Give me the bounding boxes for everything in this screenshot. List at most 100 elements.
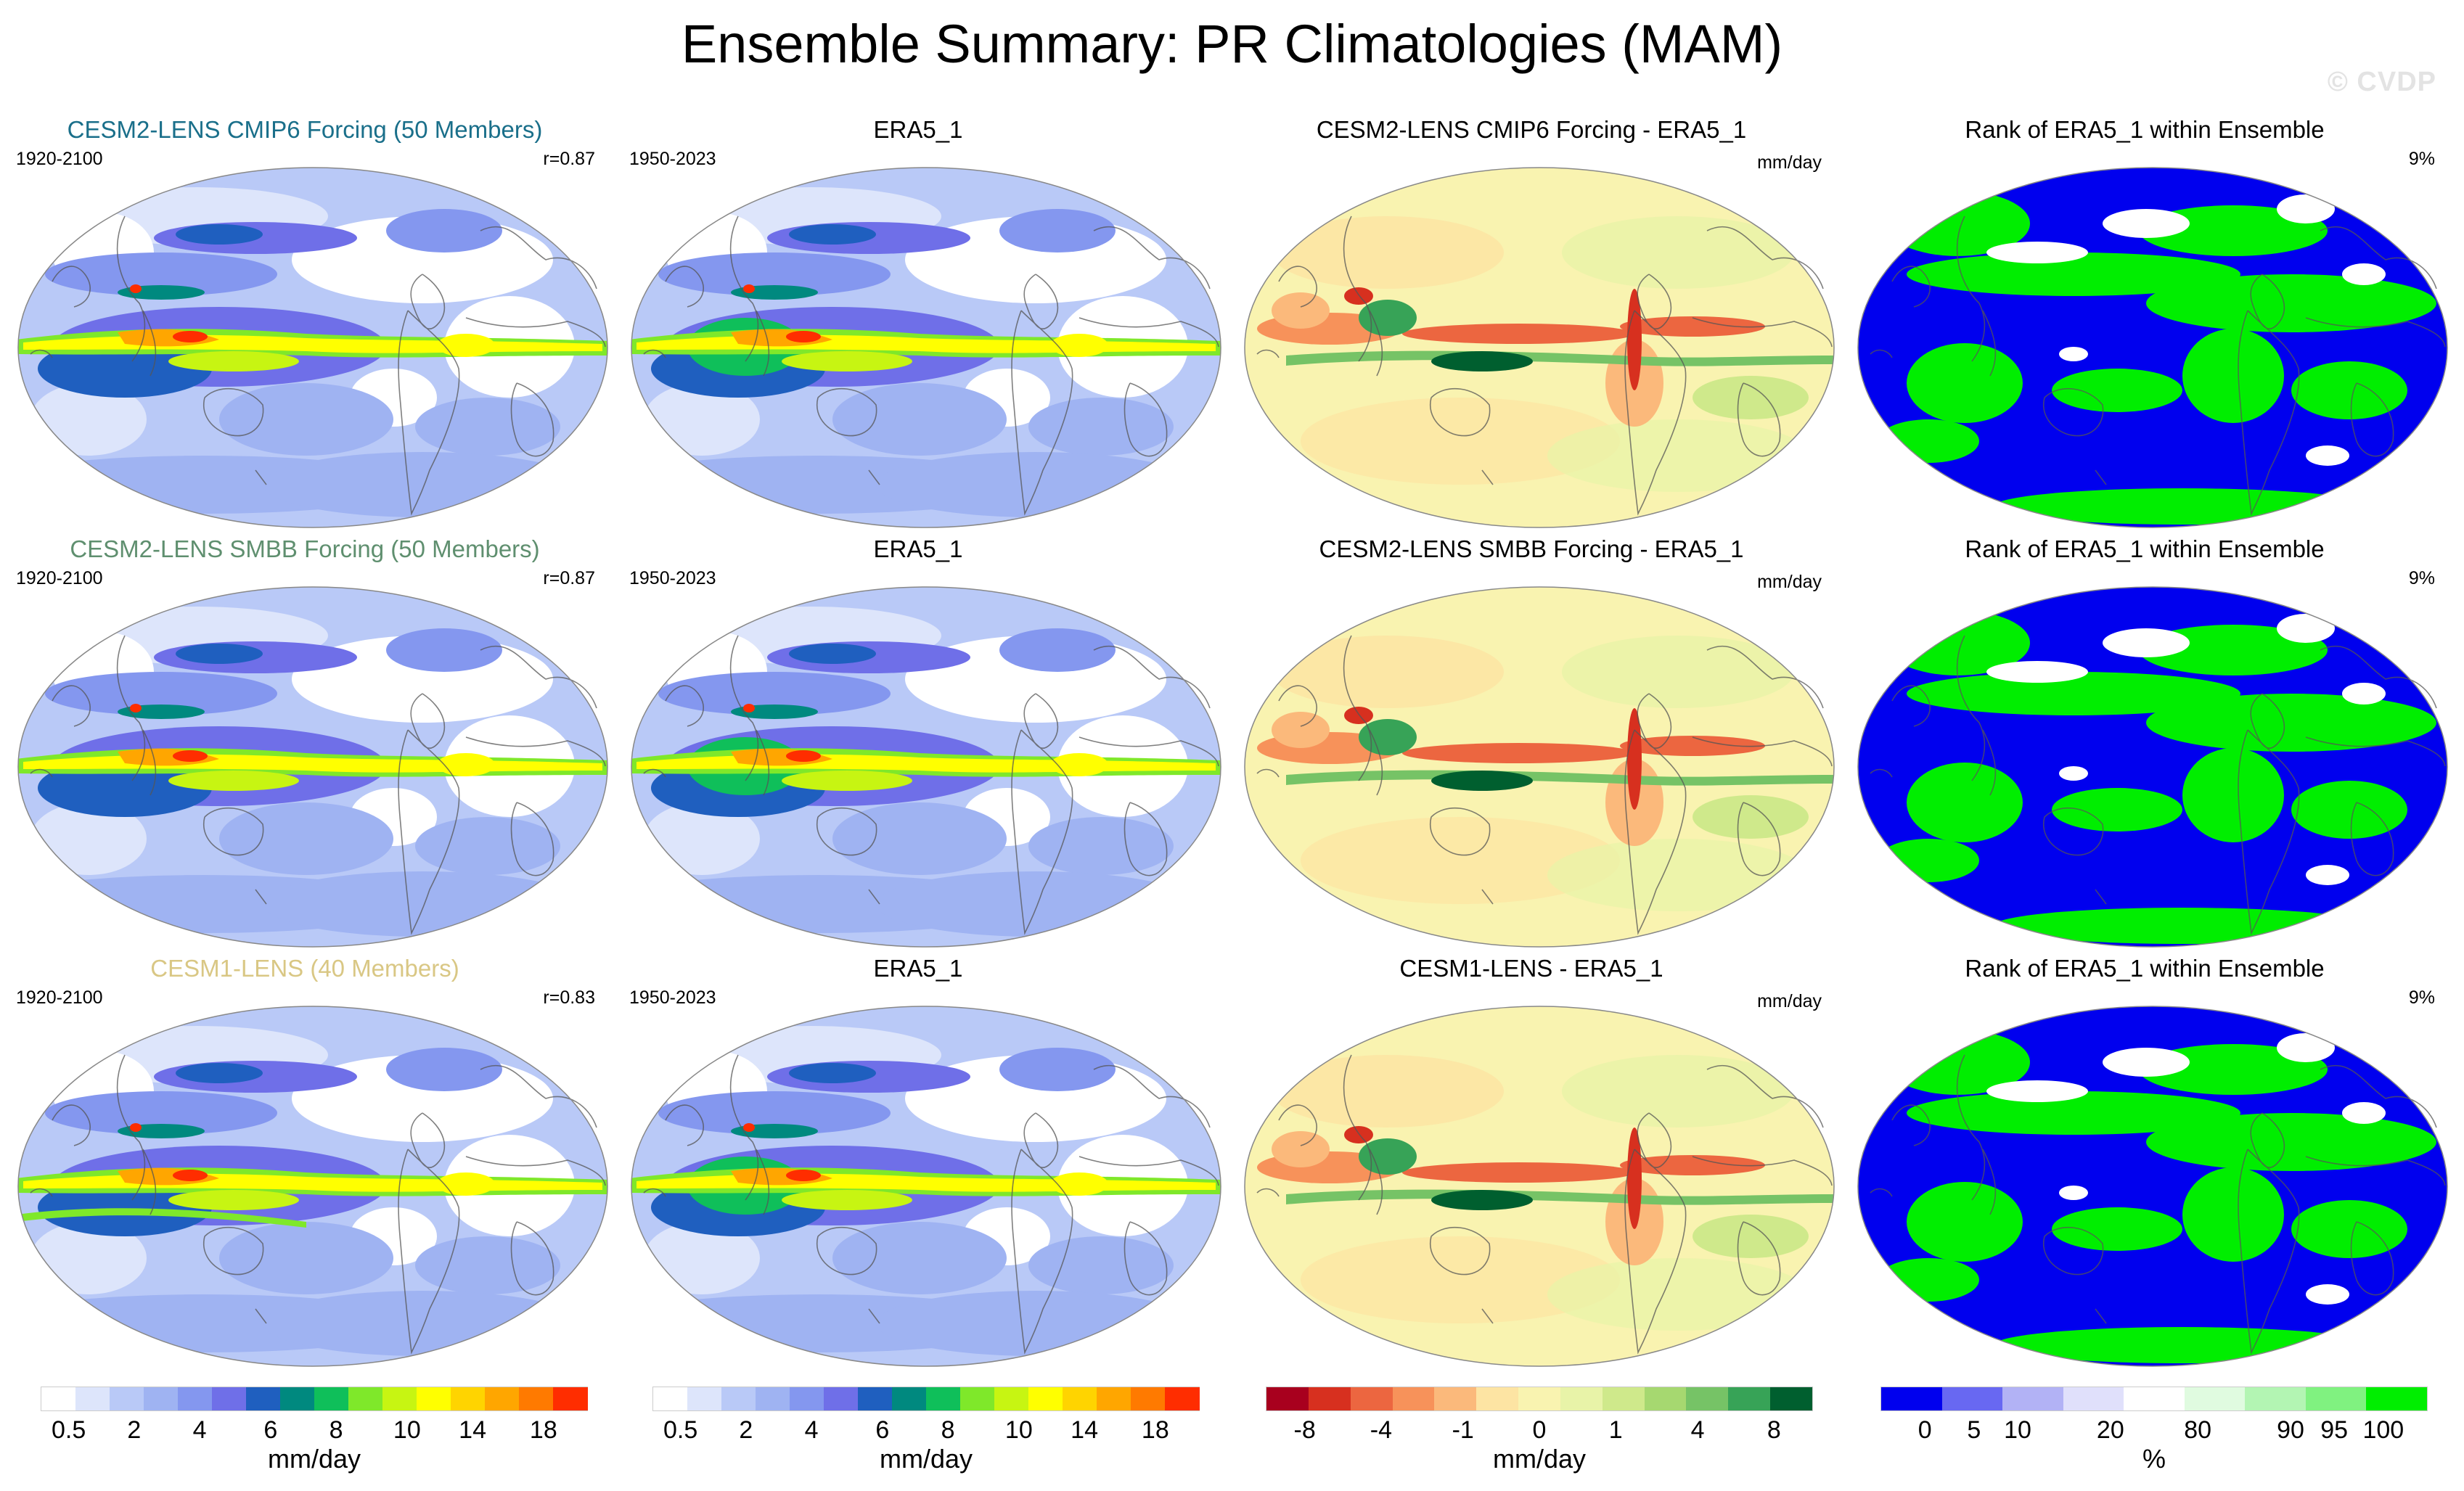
field-blob xyxy=(1907,252,2240,296)
field-blob xyxy=(2342,263,2386,285)
panel-title: CESM1-LENS - ERA5_1 xyxy=(1399,955,1663,982)
field-blob xyxy=(1562,216,1794,289)
colorbar-box xyxy=(41,1387,76,1410)
field-blob xyxy=(130,1123,142,1132)
field-blob xyxy=(1028,398,1174,456)
field-blob xyxy=(2052,1207,2182,1251)
colorbar-tick-label: 0 xyxy=(1532,1416,1547,1444)
field-blob xyxy=(415,817,560,875)
field-blob xyxy=(1986,1080,2088,1102)
field-blob xyxy=(1272,712,1330,748)
field-blob xyxy=(437,334,495,357)
map-outline xyxy=(1244,586,1835,948)
field-blob xyxy=(999,1048,1116,1091)
field-blob xyxy=(2052,369,2182,412)
field-blob xyxy=(2291,361,2407,419)
colorbar-box xyxy=(1063,1387,1097,1410)
map-outline xyxy=(17,167,608,528)
colorbar-tick-label: 10 xyxy=(2004,1416,2031,1444)
map-panel-diff: CESM2-LENS SMBB Forcing - ERA5_1 mm/day xyxy=(1227,528,1836,949)
field-blob xyxy=(2342,1102,2386,1124)
colorbar-tick-label: 10 xyxy=(393,1416,421,1444)
main-title: Ensemble Summary: PR Climatologies (MAM) xyxy=(681,14,1783,74)
coastlines xyxy=(1256,635,1833,935)
field-blob xyxy=(782,351,912,371)
map-outline xyxy=(17,1006,608,1367)
map-panel-obs: ERA5_1 1950-2023 xyxy=(613,948,1223,1368)
colorbar-tick-label: 0 xyxy=(1917,1416,1932,1444)
field-blob xyxy=(1050,334,1108,357)
map-panel-model: CESM2-LENS CMIP6 Forcing (50 Members) 192… xyxy=(0,109,610,530)
field-blob xyxy=(1402,1162,1634,1183)
colorbar-box xyxy=(178,1387,213,1410)
colorbar-tick-label: 4 xyxy=(804,1416,819,1444)
colorbar-tick-label: 95 xyxy=(2320,1416,2349,1444)
colorbar-box xyxy=(687,1387,722,1410)
map-obs xyxy=(631,1006,1221,1367)
field-blob xyxy=(2306,1284,2349,1305)
colorbar-tick-label: 2 xyxy=(127,1416,142,1444)
field-blob xyxy=(1050,1172,1108,1196)
colorbar-box xyxy=(75,1387,110,1410)
field-blob xyxy=(786,1170,821,1181)
field-blob xyxy=(1301,398,1620,485)
field-blob xyxy=(386,209,502,252)
colorbar-box xyxy=(553,1387,588,1410)
field-blob xyxy=(45,252,277,296)
panel-title: ERA5_1 xyxy=(873,116,963,143)
map-diff xyxy=(1244,586,1835,948)
field-blob xyxy=(2146,274,2436,332)
field-blob xyxy=(2306,865,2349,885)
colorbar-tick-label: 80 xyxy=(2184,1416,2212,1444)
coastlines xyxy=(1256,215,1833,516)
map-outline xyxy=(1244,167,1835,528)
colorbar-boxes xyxy=(41,1387,588,1411)
colorbar-box xyxy=(144,1387,179,1410)
colorbar-tick-label: -4 xyxy=(1370,1416,1393,1444)
colorbar-tick-label: 1 xyxy=(1608,1416,1623,1444)
field-blob xyxy=(263,871,582,937)
map-panel-rank: Rank of ERA5_1 within Ensemble 9% xyxy=(1840,948,2449,1368)
field-blob xyxy=(30,1222,147,1294)
panel-title: ERA5_1 xyxy=(873,535,963,562)
field-blob xyxy=(789,644,876,664)
colorbar-box xyxy=(2245,1387,2307,1410)
colorbar-tick-label: -8 xyxy=(1293,1416,1316,1444)
colorbar-box xyxy=(485,1387,520,1410)
field-blob xyxy=(789,224,876,245)
field-blob xyxy=(2291,781,2407,839)
colorbar-box xyxy=(2305,1387,2367,1410)
colorbar-tick-label: 18 xyxy=(1141,1416,1169,1444)
field-blob xyxy=(782,771,912,791)
field-blob xyxy=(1907,343,2023,423)
colorbar-box xyxy=(1602,1387,1645,1410)
colorbar-tick-label: 8 xyxy=(329,1416,343,1444)
map-outline xyxy=(631,1006,1221,1367)
coastlines xyxy=(643,635,1219,935)
cvdp-watermark: © CVDP xyxy=(2327,67,2436,97)
colorbar-box xyxy=(1476,1387,1519,1410)
colorbar-boxes xyxy=(1266,1387,1813,1411)
field-blob xyxy=(743,284,755,293)
field-blob xyxy=(1693,795,1809,839)
colorbar-box xyxy=(1097,1387,1131,1410)
field-blob xyxy=(173,1170,208,1181)
colorbar-box xyxy=(790,1387,824,1410)
colorbar-box xyxy=(1165,1387,1200,1410)
field-blob xyxy=(644,1222,760,1294)
map-outline xyxy=(1857,167,2448,528)
colorbar-box xyxy=(382,1387,417,1410)
map-diff xyxy=(1244,1006,1835,1367)
field-blob xyxy=(1986,242,2088,263)
field-blob xyxy=(1402,324,1634,344)
field-blob xyxy=(263,1291,582,1356)
field-blob xyxy=(1878,419,1979,463)
colorbar-tick-label: 4 xyxy=(192,1416,207,1444)
field-blob xyxy=(219,802,393,875)
panel-title: Rank of ERA5_1 within Ensemble xyxy=(1965,535,2325,562)
colorbar-box xyxy=(960,1387,995,1410)
colorbar-box xyxy=(280,1387,315,1410)
map-outline xyxy=(1857,586,2448,948)
field-blob xyxy=(743,1123,755,1132)
map-panel-obs: ERA5_1 1950-2023 xyxy=(613,528,1223,949)
